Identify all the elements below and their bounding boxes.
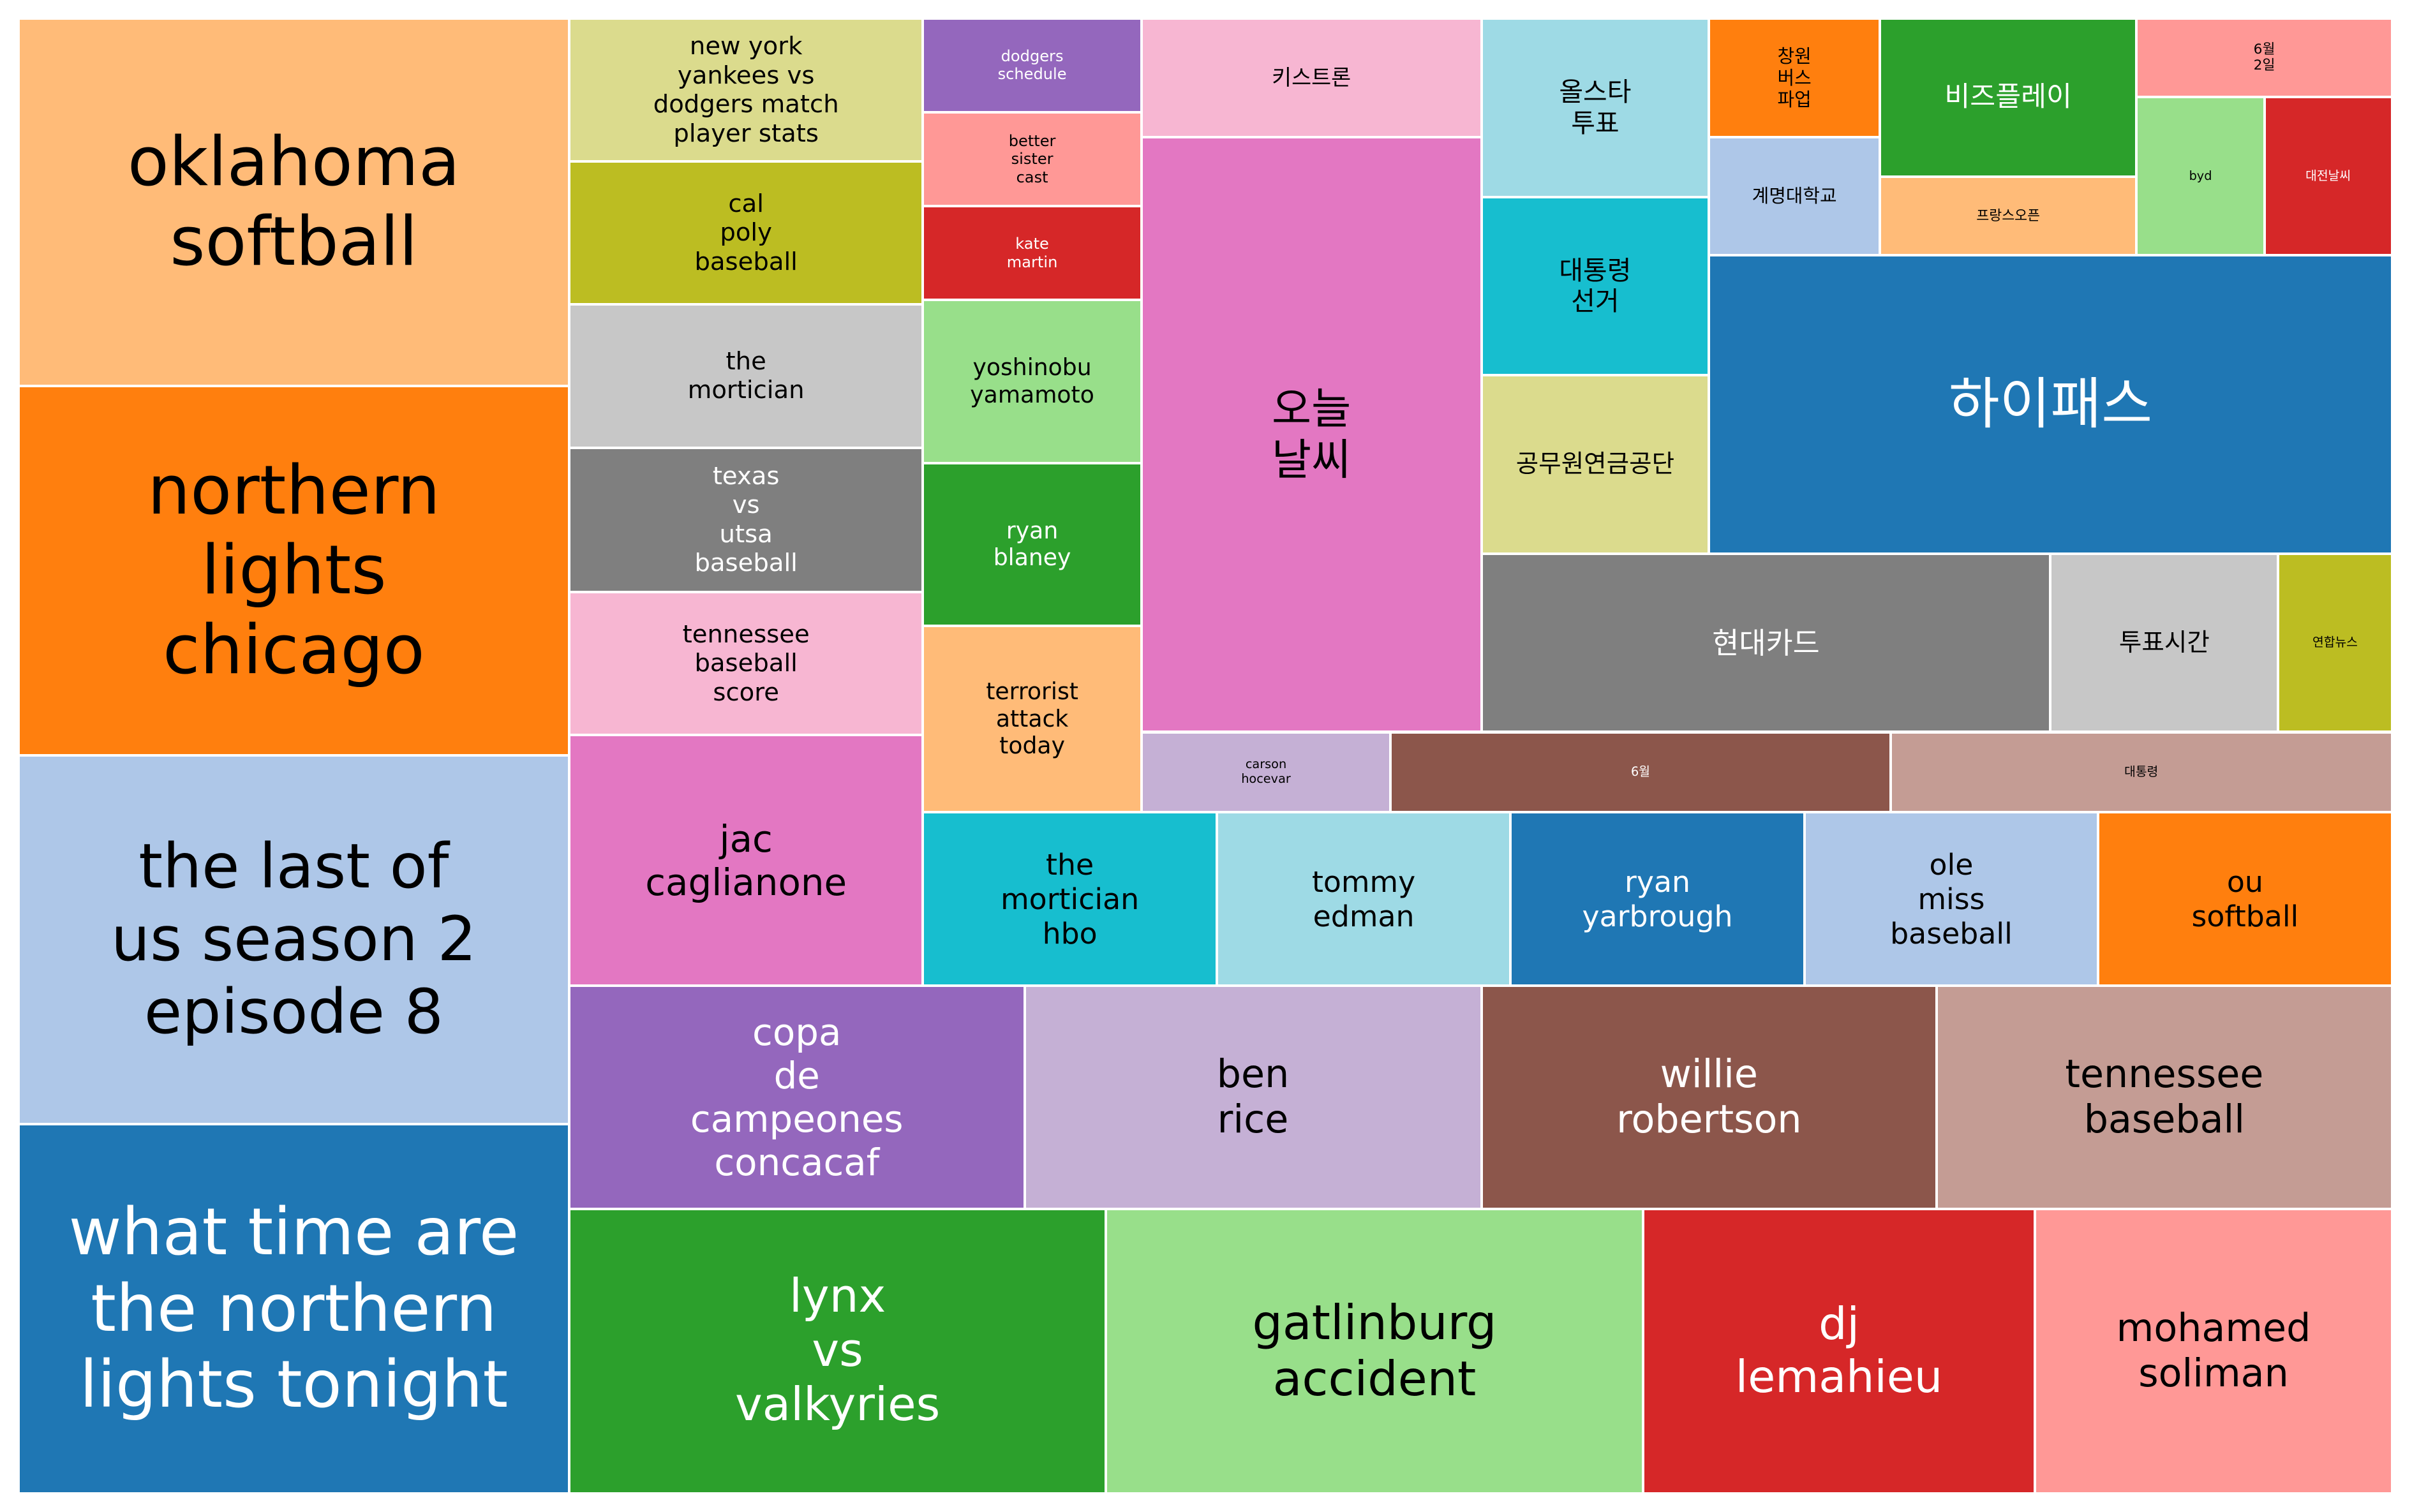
treemap-tile: jac caglianone — [569, 735, 923, 986]
tile-label: byd — [2189, 168, 2212, 183]
treemap-tile: mohamed soliman — [2035, 1208, 2392, 1493]
treemap-tile: gatlinburg accident — [1106, 1208, 1643, 1493]
tile-label: new york yankees vs dodgers match player… — [653, 31, 839, 148]
treemap-tile: terrorist attack today — [923, 626, 1142, 812]
treemap-tile: tennessee baseball — [1937, 986, 2392, 1209]
tile-label: 6월 — [1631, 764, 1650, 779]
treemap-tile: 대통령 — [1890, 732, 2392, 812]
tile-label: 공무원연금공단 — [1515, 450, 1675, 479]
treemap-tile: 계명대학교 — [1709, 137, 1880, 256]
treemap-tile: new york yankees vs dodgers match player… — [569, 18, 923, 162]
treemap-tile: the mortician — [569, 304, 923, 448]
treemap-tile: ryan yarbrough — [1510, 812, 1805, 986]
tile-label: dj lemahieu — [1735, 1298, 1943, 1403]
treemap-tile: 투표시간 — [2050, 553, 2279, 732]
treemap-tile: 창원 버스 파업 — [1709, 18, 1880, 137]
treemap-tile: ole miss baseball — [1804, 812, 2099, 986]
tile-label: carson hocevar — [1241, 757, 1291, 787]
treemap-tile: tennessee baseball score — [569, 592, 923, 736]
treemap-tile: 공무원연금공단 — [1481, 375, 1709, 554]
treemap-tile: 6월 — [1390, 732, 1891, 812]
tile-label: kate martin — [1006, 235, 1058, 271]
treemap-tile: yoshinobu yamamoto — [923, 300, 1142, 463]
tile-label: 올스타 투표 — [1559, 77, 1632, 138]
tile-label: 계명대학교 — [1752, 185, 1837, 207]
treemap-tile: carson hocevar — [1141, 732, 1391, 812]
tile-label: 대전날씨 — [2305, 168, 2351, 183]
treemap-tile: 하이패스 — [1709, 255, 2392, 554]
tile-label: lynx vs valkyries — [734, 1269, 941, 1432]
treemap-tile: kate martin — [923, 206, 1142, 300]
tile-label: yoshinobu yamamoto — [970, 353, 1094, 408]
tile-label: mohamed soliman — [2116, 1305, 2311, 1396]
treemap-tile: 대통령 선거 — [1481, 196, 1709, 376]
tile-label: ou softball — [2191, 864, 2299, 934]
tile-label: 연합뉴스 — [2312, 635, 2358, 650]
treemap-tile: willie robertson — [1481, 986, 1937, 1209]
tile-label: 프랑스오픈 — [1976, 207, 2041, 224]
tile-label: jac caglianone — [645, 817, 847, 904]
treemap-tile: the mortician hbo — [923, 812, 1217, 986]
treemap-tile: 오늘 날씨 — [1141, 137, 1482, 732]
tile-label: oklahoma softball — [127, 122, 461, 281]
tile-label: 키스트론 — [1272, 64, 1351, 90]
treemap-tile: 6월 2일 — [2136, 18, 2392, 97]
treemap-tile: copa de campeones concacaf — [569, 986, 1025, 1209]
tile-label: northern lights chicago — [147, 451, 440, 690]
tile-label: ben rice — [1216, 1051, 1290, 1143]
tile-label: 투표시간 — [2118, 628, 2210, 657]
treemap-tile: the last of us season 2 episode 8 — [18, 755, 569, 1125]
tile-label: ole miss baseball — [1890, 847, 2013, 951]
treemap-tile: 키스트론 — [1141, 18, 1482, 137]
tile-label: willie robertson — [1616, 1051, 1802, 1143]
treemap-tile: 현대카드 — [1481, 553, 2051, 732]
treemap-tile: lynx vs valkyries — [569, 1208, 1106, 1493]
treemap-tile: 비즈플레이 — [1879, 18, 2137, 177]
tile-label: ryan yarbrough — [1582, 864, 1733, 934]
treemap-tile: 올스타 투표 — [1481, 18, 1709, 197]
tile-label: tommy edman — [1311, 864, 1416, 934]
treemap-tile: ou softball — [2098, 812, 2392, 986]
tile-label: tennessee baseball — [2065, 1051, 2264, 1143]
tile-label: 현대카드 — [1712, 625, 1820, 660]
tile-label: the mortician hbo — [1001, 847, 1140, 951]
treemap-tile: better sister cast — [923, 112, 1142, 207]
treemap-tile: what time are the northern lights tonigh… — [18, 1124, 569, 1493]
tile-label: 창원 버스 파업 — [1777, 45, 1812, 110]
tile-label: 대통령 — [2124, 764, 2159, 779]
treemap-tile: byd — [2136, 96, 2265, 256]
treemap-tile: 연합뉴스 — [2278, 553, 2392, 732]
treemap-tile: texas vs utsa baseball — [569, 447, 923, 593]
treemap-tile: dj lemahieu — [1642, 1208, 2036, 1493]
tile-label: terrorist attack today — [986, 678, 1078, 760]
tile-label: copa de campeones concacaf — [690, 1010, 904, 1185]
tile-label: 오늘 날씨 — [1272, 383, 1351, 485]
treemap-tile: dodgers schedule — [923, 18, 1142, 112]
tile-label: cal poly baseball — [694, 189, 798, 276]
tile-label: the mortician — [687, 346, 805, 405]
treemap-tile: tommy edman — [1216, 812, 1511, 986]
tile-label: gatlinburg accident — [1252, 1294, 1497, 1407]
tile-label: better sister cast — [1008, 131, 1056, 186]
treemap-tile: ryan blaney — [923, 463, 1142, 626]
treemap-tile: 대전날씨 — [2264, 96, 2392, 256]
treemap-tile: oklahoma softball — [18, 18, 569, 387]
treemap-tile: cal poly baseball — [569, 161, 923, 305]
tile-label: texas vs utsa baseball — [694, 461, 798, 578]
tile-label: tennessee baseball score — [682, 619, 810, 707]
tile-label: dodgers schedule — [997, 47, 1067, 84]
tile-label: ryan blaney — [993, 516, 1071, 572]
tile-label: 하이패스 — [1948, 371, 2153, 436]
tile-label: 대통령 선거 — [1559, 255, 1632, 317]
tile-label: 비즈플레이 — [1944, 81, 2072, 114]
treemap-tile: 프랑스오픈 — [1879, 177, 2137, 256]
treemap-tile: northern lights chicago — [18, 386, 569, 755]
treemap-tile: ben rice — [1024, 986, 1482, 1209]
tile-label: 6월 2일 — [2253, 41, 2275, 74]
tile-label: the last of us season 2 episode 8 — [110, 831, 477, 1048]
tile-label: what time are the northern lights tonigh… — [68, 1194, 519, 1423]
